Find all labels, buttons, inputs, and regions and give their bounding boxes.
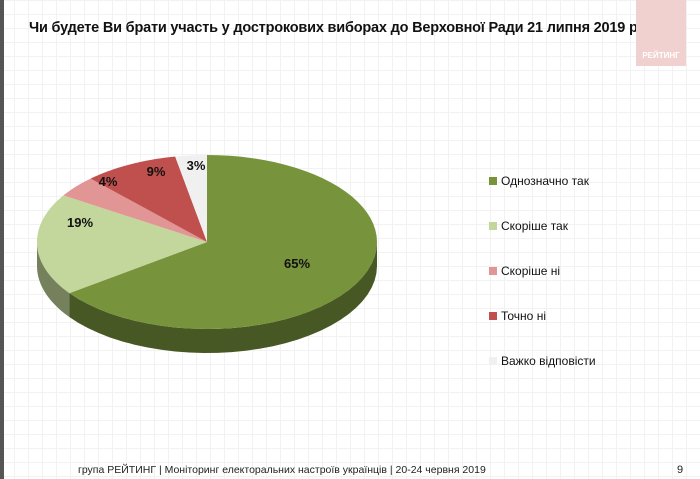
page-title: Чи будете Ви брати участь у дострокових … (29, 20, 670, 36)
data-label: 19% (67, 215, 93, 230)
pie-side-1 (37, 242, 70, 318)
data-label: 9% (147, 164, 166, 179)
pie-slice-3 (90, 156, 207, 242)
pie-side-0 (69, 242, 378, 353)
rating-logo: РЕЙТИНГ (636, 0, 686, 66)
footer-text: група РЕЙТИНГ | Моніторинг електоральних… (78, 464, 486, 476)
legend-item: Важко відповісти (489, 354, 596, 368)
legend-item: Скоріше ні (489, 264, 560, 278)
legend-item: Скоріше так (489, 219, 568, 233)
legend-item: Точно ні (489, 309, 546, 323)
pie-slice-1 (37, 195, 207, 294)
pie-slice-2 (63, 178, 208, 242)
legend-label: Однозначно так (501, 174, 589, 188)
legend-swatch (489, 267, 497, 275)
legend-swatch (489, 357, 497, 365)
data-label: 4% (99, 174, 118, 189)
legend-label: Важко відповісти (501, 354, 596, 368)
legend-swatch (489, 312, 497, 320)
data-label: 65% (284, 256, 310, 271)
legend-label: Скоріше так (501, 219, 568, 233)
pie-slice-0 (69, 155, 377, 329)
pie-slice-4 (175, 155, 207, 242)
legend-label: Скоріше ні (501, 264, 560, 278)
left-border (0, 0, 4, 479)
data-label: 3% (187, 158, 206, 173)
legend-swatch (489, 177, 497, 185)
legend-swatch (489, 222, 497, 230)
page-number: 9 (677, 464, 684, 476)
legend-label: Точно ні (501, 309, 546, 323)
legend-item: Однозначно так (489, 174, 589, 188)
